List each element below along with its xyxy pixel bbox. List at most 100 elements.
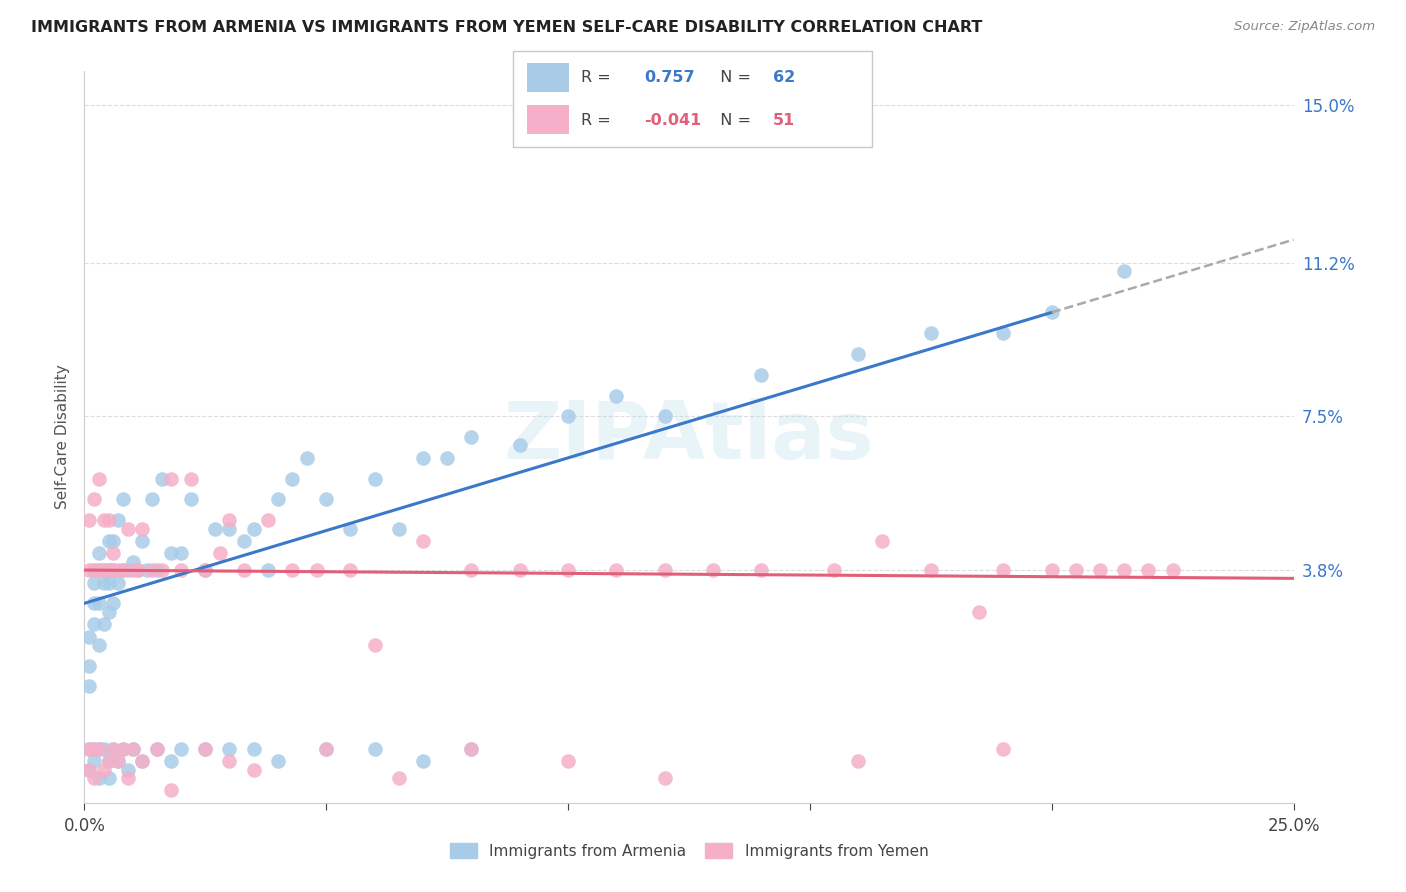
Point (339, 521, 361, 535)
Point (97, 513, 120, 527)
Point (117, 563, 139, 577)
Text: -0.041: -0.041 (644, 112, 702, 128)
Point (83, 741, 105, 756)
Point (77, 680, 100, 694)
Point (97, 563, 120, 577)
Point (107, 513, 129, 527)
Point (920, 326, 942, 341)
Text: N =: N = (710, 70, 761, 86)
Point (97, 575, 120, 590)
Point (107, 575, 129, 590)
Point (363, 741, 385, 756)
Point (160, 546, 183, 560)
Point (194, 563, 217, 577)
Point (751, 368, 773, 382)
Point (194, 563, 217, 577)
Point (557, 754, 579, 768)
Point (436, 450, 458, 465)
Point (112, 741, 135, 756)
Point (97, 563, 120, 577)
Point (117, 521, 139, 535)
Point (77, 513, 100, 527)
Point (93, 763, 115, 777)
Point (180, 472, 202, 486)
Point (97, 754, 120, 768)
Point (87, 771, 110, 785)
Point (146, 741, 169, 756)
Point (117, 763, 139, 777)
Point (83, 575, 105, 590)
Point (112, 492, 135, 507)
Point (267, 754, 290, 768)
Point (83, 771, 105, 785)
Point (141, 492, 163, 507)
Point (305, 563, 328, 577)
Point (150, 472, 173, 486)
Point (77, 741, 100, 756)
Point (1161, 563, 1184, 577)
Point (605, 563, 627, 577)
Point (83, 492, 105, 507)
Point (77, 741, 100, 756)
Point (107, 563, 129, 577)
Point (121, 563, 143, 577)
Point (509, 438, 531, 452)
Point (121, 741, 143, 756)
Text: 62: 62 (773, 70, 796, 86)
Point (131, 754, 153, 768)
Point (967, 605, 990, 619)
Point (77, 630, 100, 644)
Point (77, 763, 100, 777)
Point (97, 605, 120, 619)
Point (107, 754, 129, 768)
Point (412, 754, 434, 768)
Point (846, 347, 869, 361)
Point (194, 741, 217, 756)
Point (242, 741, 264, 756)
Point (751, 563, 773, 577)
Point (103, 596, 125, 610)
Point (141, 563, 163, 577)
Point (131, 533, 153, 548)
Point (1040, 563, 1063, 577)
Point (112, 563, 135, 577)
Point (218, 754, 240, 768)
Point (170, 563, 193, 577)
Point (93, 563, 115, 577)
Point (363, 638, 385, 652)
Point (103, 533, 125, 548)
Point (121, 741, 143, 756)
Point (654, 771, 676, 785)
Point (993, 563, 1015, 577)
Point (112, 741, 135, 756)
Point (103, 563, 125, 577)
Point (654, 409, 676, 424)
Point (146, 741, 169, 756)
Point (1088, 563, 1111, 577)
Point (146, 563, 169, 577)
Text: Source: ZipAtlas.com: Source: ZipAtlas.com (1234, 20, 1375, 33)
Point (136, 563, 159, 577)
Point (87, 546, 110, 560)
Point (93, 741, 115, 756)
Point (194, 741, 217, 756)
Text: N =: N = (710, 112, 761, 128)
Point (846, 754, 869, 768)
Point (1137, 563, 1160, 577)
Point (315, 492, 337, 507)
Point (1064, 563, 1087, 577)
Text: IMMIGRANTS FROM ARMENIA VS IMMIGRANTS FROM YEMEN SELF-CARE DISABILITY CORRELATIO: IMMIGRANTS FROM ARMENIA VS IMMIGRANTS FR… (31, 20, 983, 35)
Point (87, 563, 110, 577)
Point (1114, 264, 1136, 278)
Point (557, 409, 579, 424)
Point (872, 533, 894, 548)
Point (93, 563, 115, 577)
Point (170, 546, 193, 560)
Point (218, 521, 240, 535)
Point (315, 741, 337, 756)
Point (83, 754, 105, 768)
Point (460, 741, 482, 756)
Point (920, 563, 942, 577)
Point (103, 741, 125, 756)
Point (509, 563, 531, 577)
